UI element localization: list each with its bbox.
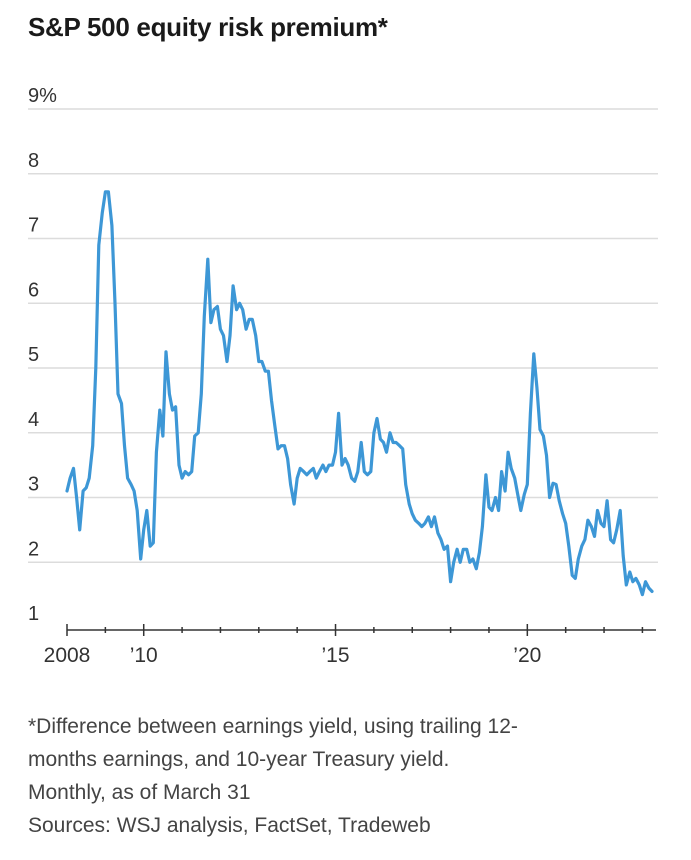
y-tick-label-5: 5 [28,344,39,366]
y-axis-tick-labels: 9% 8 7 6 5 4 3 2 1 [28,85,57,625]
y-tick-label-2: 2 [28,538,39,560]
sources-line: Sources: WSJ analysis, FactSet, Tradeweb [28,814,431,837]
x-tick-label-2008: 2008 [44,644,91,667]
gridlines [28,108,658,563]
x-tick-label-2015: ’15 [322,644,350,667]
y-tick-label-7: 7 [28,215,39,237]
chart-notes: *Difference between earnings yield, usin… [28,710,668,842]
series-lines [65,190,654,597]
footnote-line-1: *Difference between earnings yield, usin… [28,715,518,738]
x-tick-label-2020: ’20 [513,644,541,667]
y-tick-label-1: 1 [28,603,39,625]
line-chart: 9% 8 7 6 5 4 3 2 1 2008 ’10 ’15 ’20 [28,85,658,667]
y-tick-label-8: 8 [28,150,39,172]
x-axis: 2008 ’10 ’15 ’20 [44,624,656,667]
y-tick-label-6: 6 [28,279,39,301]
y-tick-label-9: 9% [28,85,57,107]
series-line-0 [65,190,654,597]
y-tick-label-4: 4 [28,409,39,431]
y-tick-label-3: 3 [28,474,39,496]
footnote-line-2: months earnings, and 10-year Treasury yi… [28,748,450,771]
chart-title: S&P 500 equity risk premium* [28,12,388,42]
footnote-line-3: Monthly, as of March 31 [28,781,251,804]
x-tick-label-2010: ’10 [130,644,158,667]
